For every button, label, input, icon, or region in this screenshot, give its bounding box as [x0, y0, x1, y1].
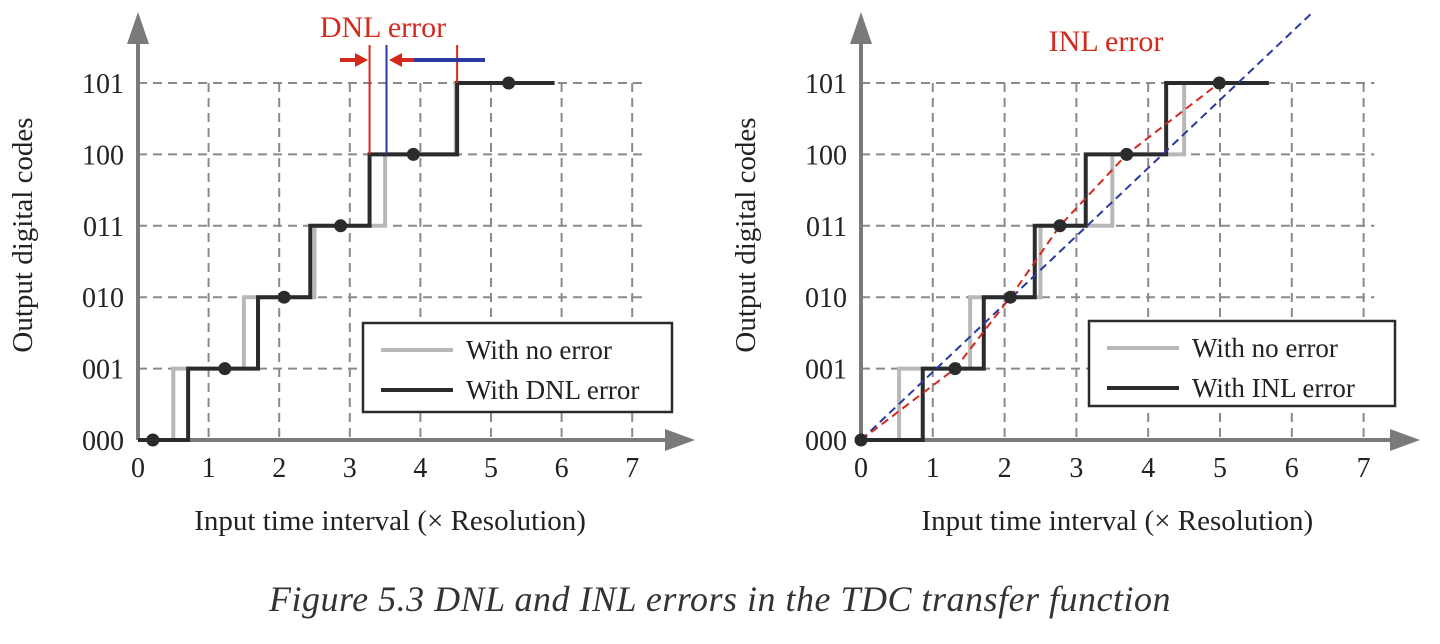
x-axis-label: Input time interval (× Resolution) [921, 505, 1313, 537]
legend-label: With no error [1192, 333, 1338, 363]
legend-label: With no error [466, 335, 612, 365]
data-point [406, 147, 420, 161]
arrow-left-icon [389, 53, 402, 67]
x-tick-label: 2 [998, 453, 1012, 484]
y-axis-label: Output digital codes [7, 117, 39, 352]
x-tick-label: 5 [1213, 453, 1227, 484]
data-point [854, 433, 868, 447]
data-point [277, 290, 291, 304]
y-axis-arrow-icon [850, 12, 872, 44]
x-tick-label: 0 [131, 453, 145, 484]
x-tick-label: 5 [484, 453, 498, 484]
y-axis-arrow-icon [127, 12, 149, 44]
data-point [218, 362, 232, 376]
x-tick-label: 2 [272, 453, 286, 484]
chart-dnl: 0 1 2 3 4 5 6 7 000 001 010 011 100 101 Input time int… [7, 11, 695, 537]
x-tick-label: 1 [926, 453, 940, 484]
y-tick-label: 000 [82, 426, 124, 457]
series-with-error [138, 81, 555, 442]
y-tick-label: 011 [806, 212, 847, 243]
x-tick-label: 3 [1069, 453, 1083, 484]
y-axis-label: Output digital codes [730, 117, 762, 352]
x-tick-label: 4 [413, 453, 427, 484]
x-tick-label: 4 [1141, 453, 1155, 484]
y-tick-label: 000 [805, 426, 847, 457]
data-point [948, 362, 962, 376]
x-tick-label: 1 [202, 453, 216, 484]
chart-title: DNL error [320, 11, 446, 44]
chart-title: INL error [1049, 25, 1164, 58]
y-tick-label: 001 [805, 355, 847, 386]
y-tick-label: 001 [82, 355, 124, 386]
y-tick-label: 101 [82, 69, 124, 100]
x-tick-label: 6 [1285, 453, 1299, 484]
x-tick-label: 7 [1357, 453, 1371, 484]
y-tick-label: 010 [805, 283, 847, 314]
x-axis-arrow-icon [1390, 429, 1420, 451]
data-point [334, 219, 348, 233]
x-tick-label: 7 [625, 453, 639, 484]
y-tick-label: 101 [805, 69, 847, 100]
arrow-right-icon [355, 53, 368, 67]
inl-fit-line [860, 82, 1220, 441]
legend-label: With DNL error [466, 375, 639, 405]
data-point [146, 433, 160, 447]
legend-label: With INL error [1192, 373, 1355, 403]
y-tick-label: 100 [82, 140, 124, 171]
x-tick-label: 6 [555, 453, 569, 484]
figure-caption: Figure 5.3 DNL and INL errors in the TDC… [268, 579, 1172, 619]
x-axis-label: Input time interval (× Resolution) [194, 505, 586, 537]
x-tick-label: 3 [343, 453, 357, 484]
data-point [502, 76, 516, 90]
y-tick-label: 010 [82, 283, 124, 314]
data-point [1003, 290, 1017, 304]
y-tick-label: 100 [805, 140, 847, 171]
legend-box [361, 321, 674, 414]
series-no-error [861, 81, 1269, 442]
data-point [1053, 219, 1067, 233]
x-tick-label: 0 [854, 453, 868, 484]
data-point [1212, 76, 1226, 90]
chart-inl: 0 1 2 3 4 5 6 7 000 001 010 011 100 101 Input time int… [730, 10, 1420, 537]
data-point [1120, 147, 1134, 161]
legend-box [1087, 319, 1397, 408]
y-tick-label: 011 [83, 212, 124, 243]
x-axis-arrow-icon [665, 429, 695, 451]
